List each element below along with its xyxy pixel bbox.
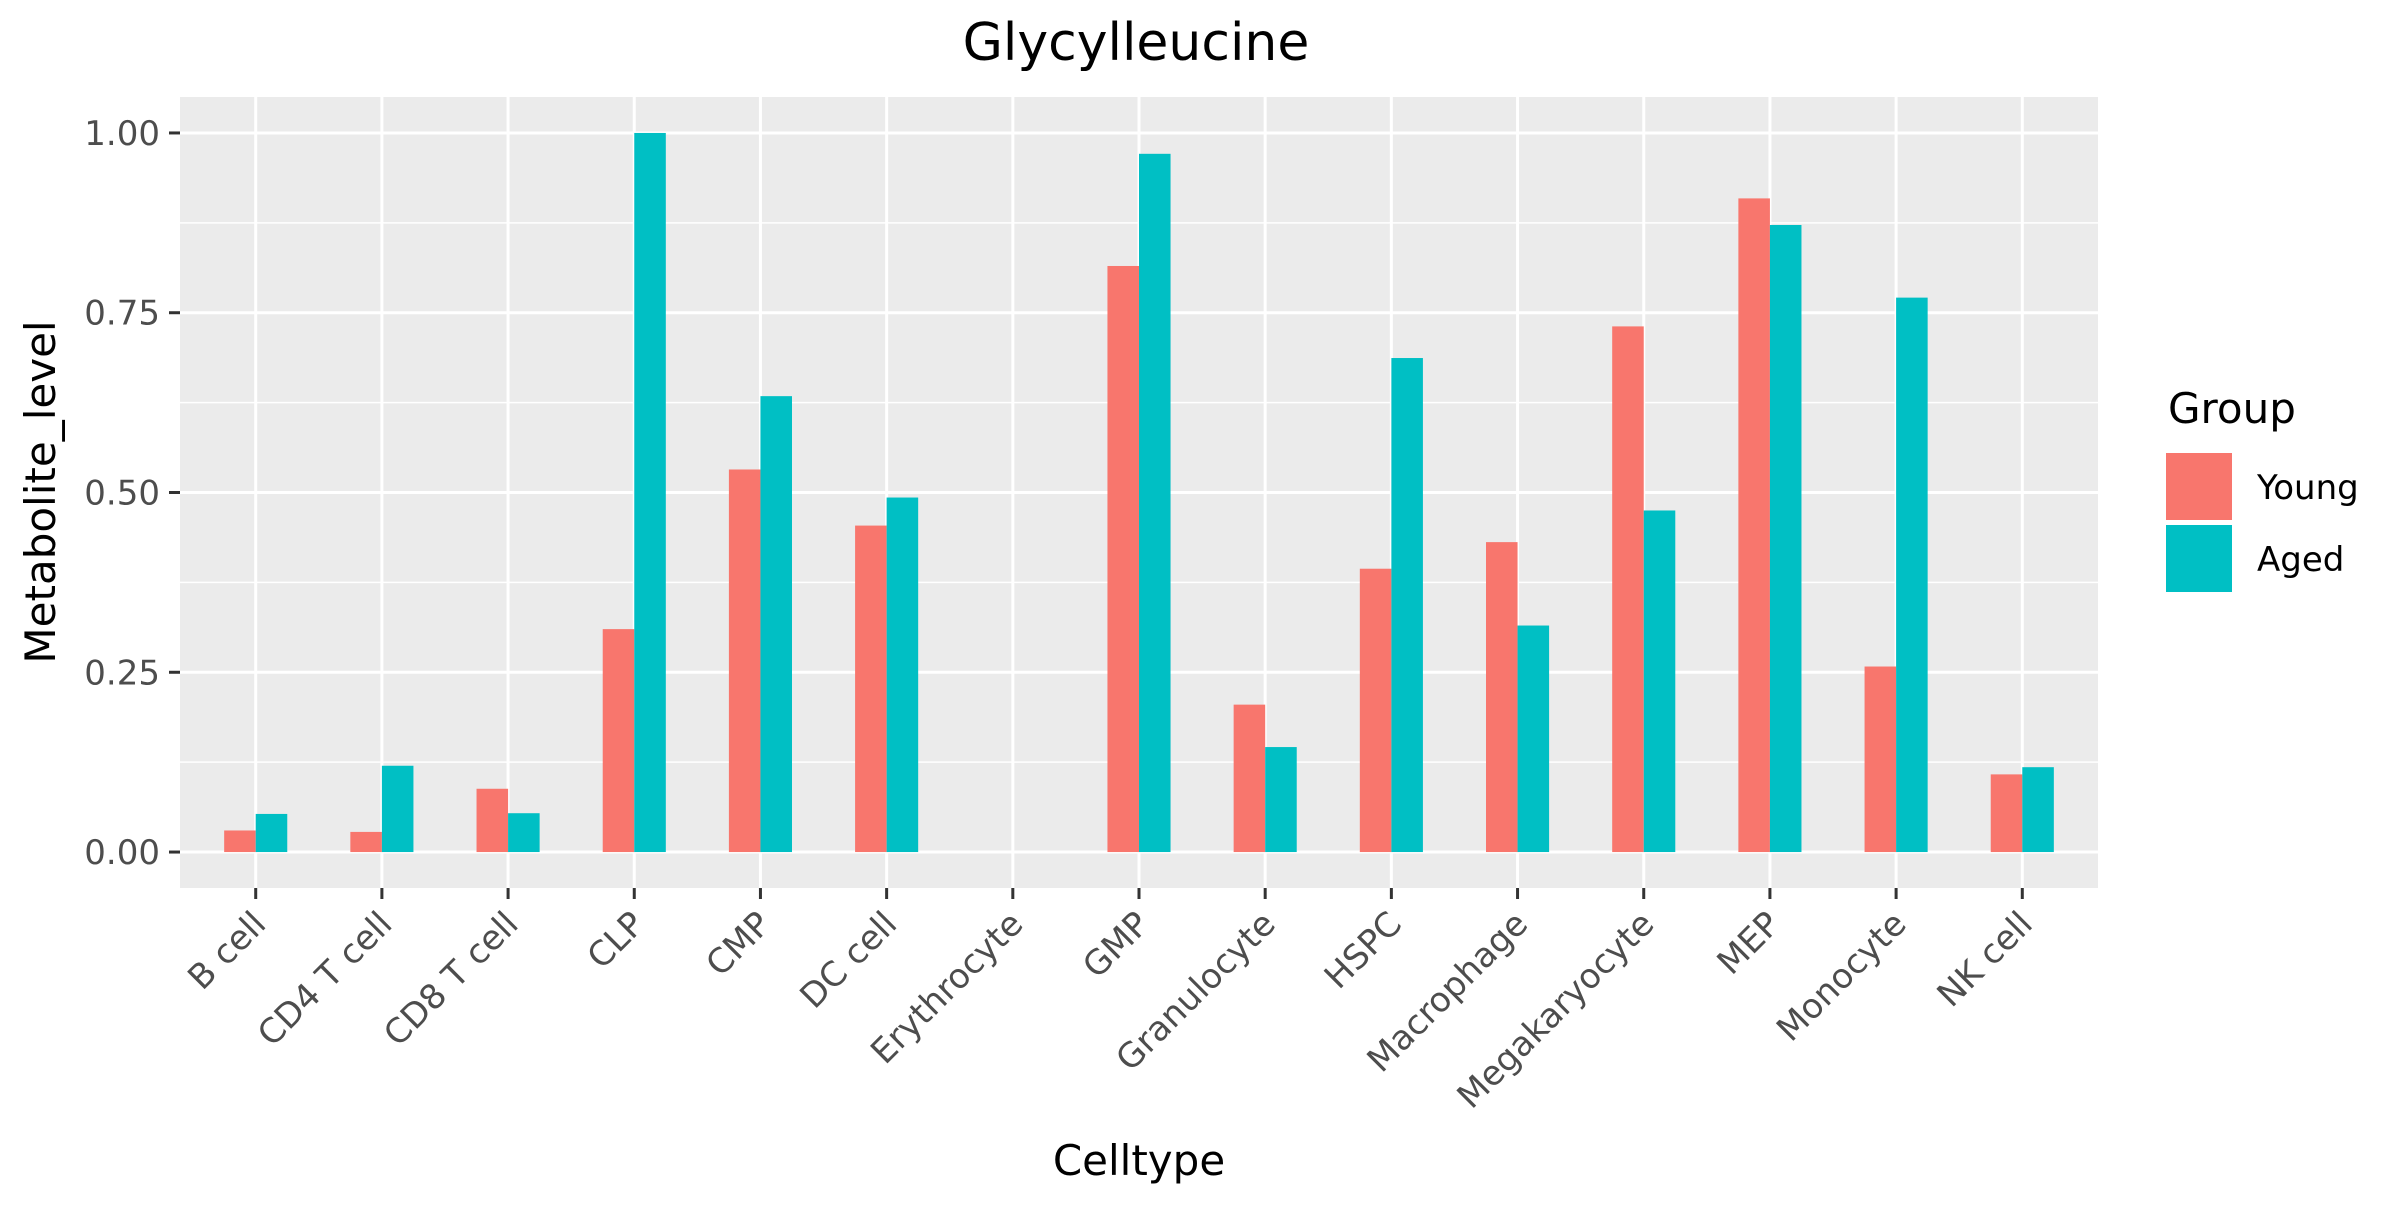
x-tick-label: CD8 T cell [376, 904, 526, 1054]
bar-young-b-cell [224, 830, 256, 853]
y-axis-title: Metabolite_level [16, 320, 65, 663]
legend-label-young: Young [2256, 468, 2359, 508]
bar-young-macrophage [1486, 542, 1518, 853]
bar-aged-nk-cell [2022, 767, 2054, 853]
legend-key-young [2166, 453, 2232, 520]
bar-aged-mep [1769, 224, 1802, 853]
bar-aged-gmp [1139, 153, 1171, 853]
legend-label-aged: Aged [2257, 540, 2344, 580]
legend-title: Group [2168, 384, 2296, 433]
bar-young-dc-cell [855, 525, 887, 853]
y-tick-label: 1.00 [84, 114, 160, 154]
bar-young-cd4-t-cell [350, 831, 382, 853]
bar-aged-macrophage [1517, 625, 1550, 853]
x-tick-label: Monocyte [1769, 904, 1914, 1049]
bar-young-cd8-t-cell [476, 788, 509, 853]
y-tick-label: 0.50 [84, 474, 160, 514]
x-tick-label: NK cell [1930, 904, 2041, 1015]
x-tick-label: GMP [1075, 904, 1157, 986]
bar-aged-hspc [1391, 358, 1423, 853]
bar-young-nk-cell [1990, 774, 2023, 853]
bar-aged-granulocyte [1265, 747, 1297, 853]
bars [224, 132, 2054, 853]
legend: Group Young Aged [2166, 384, 2359, 592]
y-axis-ticks: 0.00 0.25 0.50 0.75 1.00 [84, 114, 180, 873]
bar-young-gmp [1107, 265, 1139, 853]
y-tick-label: 0.00 [84, 833, 160, 873]
x-tick-label: MEP [1710, 904, 1789, 983]
x-axis-title: Celltype [1053, 1136, 1225, 1185]
x-tick-label: CLP [580, 904, 653, 977]
bar-aged-megakaryocyte [1643, 510, 1676, 853]
legend-key-aged [2166, 525, 2232, 592]
x-tick-label: HSPC [1317, 904, 1410, 997]
bar-young-monocyte [1864, 666, 1897, 853]
x-tick-label: DC cell [792, 904, 905, 1017]
x-tick-label: B cell [180, 904, 274, 998]
bar-young-granulocyte [1233, 704, 1266, 853]
y-tick-label: 0.75 [84, 294, 160, 334]
bar-aged-dc-cell [886, 497, 919, 853]
bar-aged-b-cell [255, 813, 288, 853]
bar-aged-clp [634, 132, 666, 853]
bar-aged-cd4-t-cell [381, 765, 414, 853]
bar-aged-monocyte [1896, 297, 1928, 853]
chart-title: Glycylleucine [963, 13, 1310, 73]
x-tick-label: CD4 T cell [250, 904, 400, 1054]
x-tick-label: CMP [698, 904, 778, 984]
bar-aged-cd8-t-cell [508, 813, 540, 853]
bar-young-megakaryocyte [1612, 326, 1644, 853]
bar-young-hspc [1359, 568, 1392, 853]
bar-young-clp [602, 629, 635, 853]
bar-young-mep [1738, 198, 1770, 853]
bar-aged-cmp [760, 396, 792, 853]
bar-young-cmp [728, 469, 761, 853]
y-tick-label: 0.25 [84, 653, 160, 693]
